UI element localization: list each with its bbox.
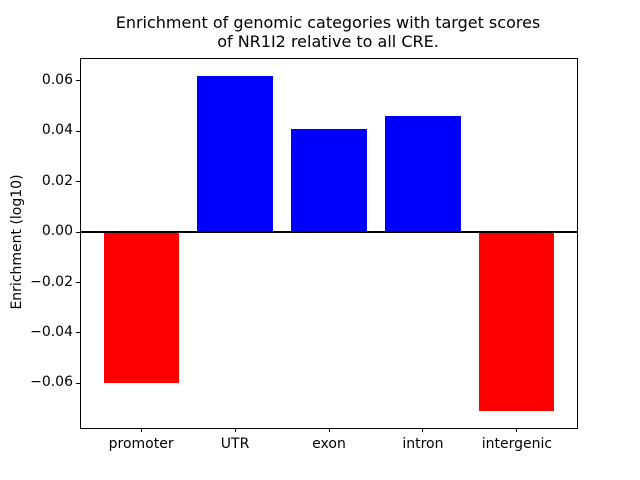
y-tick-−0.04 [76,332,80,334]
x-tick-UTR [234,428,236,432]
y-tick-label-0.02: 0.02 [41,172,73,189]
bar-intergenic [479,232,555,412]
plot-area: promoter UTR exon intron intergenic 0.06 0.04 0… [30,58,578,452]
zero-line [81,231,577,234]
y-tick-−0.06 [76,382,80,384]
x-tick-label-exon: exon [312,436,346,452]
y-tick-label-0.06: 0.06 [41,71,73,88]
x-tick-label-intron: intron [402,436,444,452]
x-tick-label-UTR: UTR [220,436,250,452]
x-tick-label-intergenic: intergenic [481,436,553,452]
y-tick-label-−0.02: −0.02 [30,273,73,290]
y-tick-label-−0.04: −0.04 [30,323,73,340]
y-tick-0.02 [76,181,80,183]
y-tick-0.04 [76,130,80,132]
x-tick-label-promoter: promoter [108,436,174,452]
bar-exon [291,128,367,233]
y-tick-−0.02 [76,282,80,284]
y-tick-label-−0.06: −0.06 [30,374,73,391]
bar-intron [385,116,461,233]
x-tick-promoter [140,428,142,432]
chart-title-line-2: of NR1I2 relative to all CRE. [217,32,439,51]
y-tick-0.00 [76,231,80,233]
y-tick-label-0.00: 0.00 [41,223,73,240]
chart-title: Enrichment of genomic categories with ta… [80,13,576,51]
chart-title-line-1: Enrichment of genomic categories with ta… [115,13,541,32]
bar-UTR [197,75,273,233]
bar-promoter [103,232,179,384]
x-tick-exon [328,428,330,432]
y-tick-label-0.04: 0.04 [41,122,73,139]
x-tick-intron [422,428,424,432]
x-tick-intergenic [516,428,518,432]
y-tick-0.06 [76,80,80,82]
